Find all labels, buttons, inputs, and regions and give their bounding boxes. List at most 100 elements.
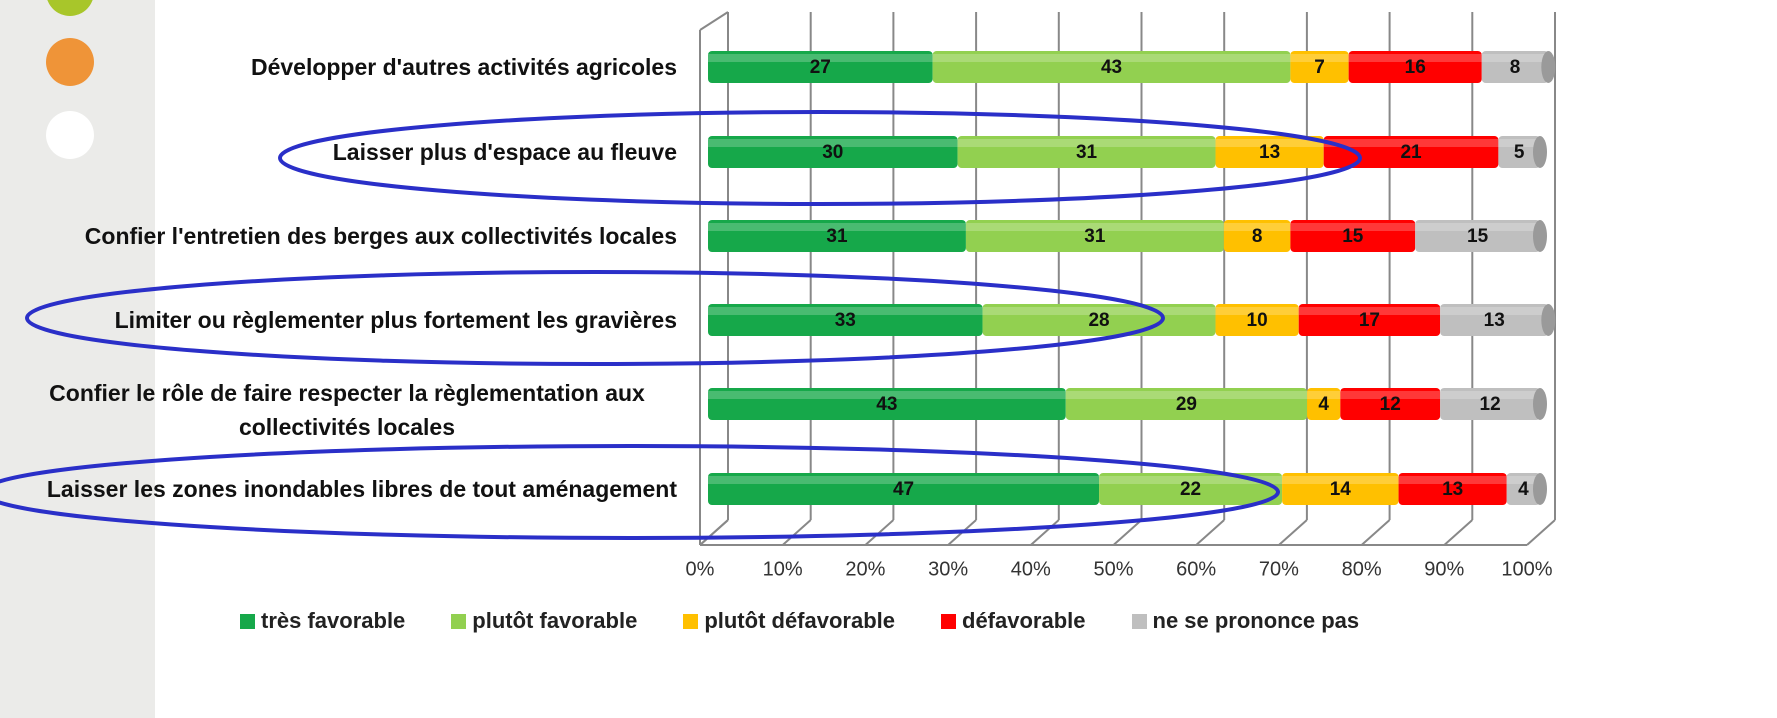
data-label: 43 xyxy=(876,394,897,415)
data-label: 21 xyxy=(1400,142,1422,163)
data-label: 14 xyxy=(1330,479,1352,500)
legend: très favorable plutôt favorable plutôt déf… xyxy=(240,608,1359,634)
bar-segment xyxy=(1307,388,1341,420)
bar-segment xyxy=(1223,220,1291,252)
data-label: 31 xyxy=(826,226,848,247)
grid-line xyxy=(1195,519,1225,546)
bar-end xyxy=(1541,51,1556,83)
legend-item: plutôt défavorable xyxy=(683,608,895,634)
bar-shine xyxy=(1290,54,1349,62)
bar-shine xyxy=(1298,307,1441,315)
x-tick-label: 80% xyxy=(1342,558,1382,580)
category-label: Confier l'entretien des berges aux colle… xyxy=(84,223,677,249)
data-label: 4 xyxy=(1318,394,1329,415)
legend-swatch xyxy=(683,613,699,629)
highlight-ellipse xyxy=(278,110,1362,206)
bar-segment xyxy=(1440,388,1540,420)
legend-swatch xyxy=(1131,613,1147,629)
data-label: 8 xyxy=(1510,57,1521,78)
legend-item: ne se prononce pas xyxy=(1131,608,1359,634)
bar-segment xyxy=(1290,51,1349,83)
bar-segment xyxy=(1323,136,1499,168)
bar-shine xyxy=(1440,307,1549,315)
data-label: 16 xyxy=(1405,57,1426,78)
grid-line xyxy=(1526,519,1556,546)
bar-segment xyxy=(1215,304,1299,336)
legend-swatch xyxy=(451,613,467,629)
bar-shine xyxy=(1065,391,1308,399)
bar-segment xyxy=(1298,304,1441,336)
bar-segment xyxy=(1348,51,1482,83)
data-label: 29 xyxy=(1176,394,1197,415)
bar-segment xyxy=(1215,136,1324,168)
bar-segment xyxy=(1498,136,1540,168)
legend-swatch xyxy=(240,613,255,629)
bar-shine xyxy=(1498,139,1540,147)
bar-segment xyxy=(1282,473,1399,505)
legend-swatch xyxy=(941,613,956,629)
grid-line xyxy=(699,519,729,546)
bar-shine xyxy=(1506,476,1540,484)
legend-label: défavorable xyxy=(962,608,1086,633)
bar-segment xyxy=(708,136,958,168)
bar-end xyxy=(1533,220,1547,252)
data-label: 47 xyxy=(893,479,914,500)
deco-circle xyxy=(47,0,93,16)
legend-label: très favorable xyxy=(261,608,406,633)
x-tick-label: 60% xyxy=(1176,558,1216,580)
bar-segment xyxy=(1340,388,1441,420)
bar-shine xyxy=(932,54,1291,62)
bar-shine xyxy=(957,139,1216,147)
bar-segment xyxy=(1065,388,1308,420)
data-label: 17 xyxy=(1359,310,1380,331)
x-tick-label: 0% xyxy=(686,558,715,580)
bar-segment xyxy=(1398,473,1507,505)
bar-end xyxy=(1533,136,1547,168)
category-label: Développer d'autres activités agricoles xyxy=(250,54,677,80)
highlight-ellipse xyxy=(0,444,1280,540)
x-tick-label: 90% xyxy=(1424,558,1464,580)
category-label: Laisser plus d'espace au fleuve xyxy=(332,139,677,165)
data-label: 30 xyxy=(822,142,843,163)
bar-end xyxy=(1533,388,1547,420)
bar-segment xyxy=(1481,51,1549,83)
x-tick-label: 20% xyxy=(845,558,885,580)
highlight-ellipse xyxy=(25,270,1165,366)
x-tick-label: 50% xyxy=(1093,558,1133,580)
bar-segment xyxy=(932,51,1291,83)
x-tick-label: 10% xyxy=(763,558,803,580)
data-label: 15 xyxy=(1467,226,1489,247)
x-tick-label: 30% xyxy=(928,558,968,580)
data-label: 13 xyxy=(1484,310,1505,331)
bar-segment xyxy=(708,388,1066,420)
bar-segment xyxy=(708,220,966,252)
bar-segment xyxy=(708,51,933,83)
deco-circle xyxy=(46,38,94,86)
data-label: 7 xyxy=(1314,57,1325,78)
x-tick-label: 70% xyxy=(1259,558,1299,580)
data-label: 13 xyxy=(1259,142,1280,163)
legend-item: plutôt favorable xyxy=(451,608,637,634)
data-label: 28 xyxy=(1088,310,1109,331)
data-label: 43 xyxy=(1101,57,1122,78)
category-label: Limiter ou règlementer plus fortement le… xyxy=(114,307,677,333)
bar-shine xyxy=(1481,54,1549,62)
data-label: 27 xyxy=(810,57,831,78)
bar-end xyxy=(1541,304,1556,336)
bar-end xyxy=(1533,473,1547,505)
data-label: 12 xyxy=(1480,394,1501,415)
data-label: 8 xyxy=(1252,226,1263,247)
grid-line xyxy=(1112,519,1143,546)
bar-segment xyxy=(1099,473,1283,505)
bar-shine xyxy=(1223,223,1291,231)
bar-shine xyxy=(1290,223,1416,231)
bar-shine xyxy=(1323,139,1499,147)
bar-shine xyxy=(708,223,966,231)
bar-shine xyxy=(1307,391,1341,399)
grid-line xyxy=(1030,519,1060,546)
data-label: 15 xyxy=(1342,226,1364,247)
bar-segment xyxy=(708,473,1100,505)
axis-line xyxy=(699,11,729,31)
